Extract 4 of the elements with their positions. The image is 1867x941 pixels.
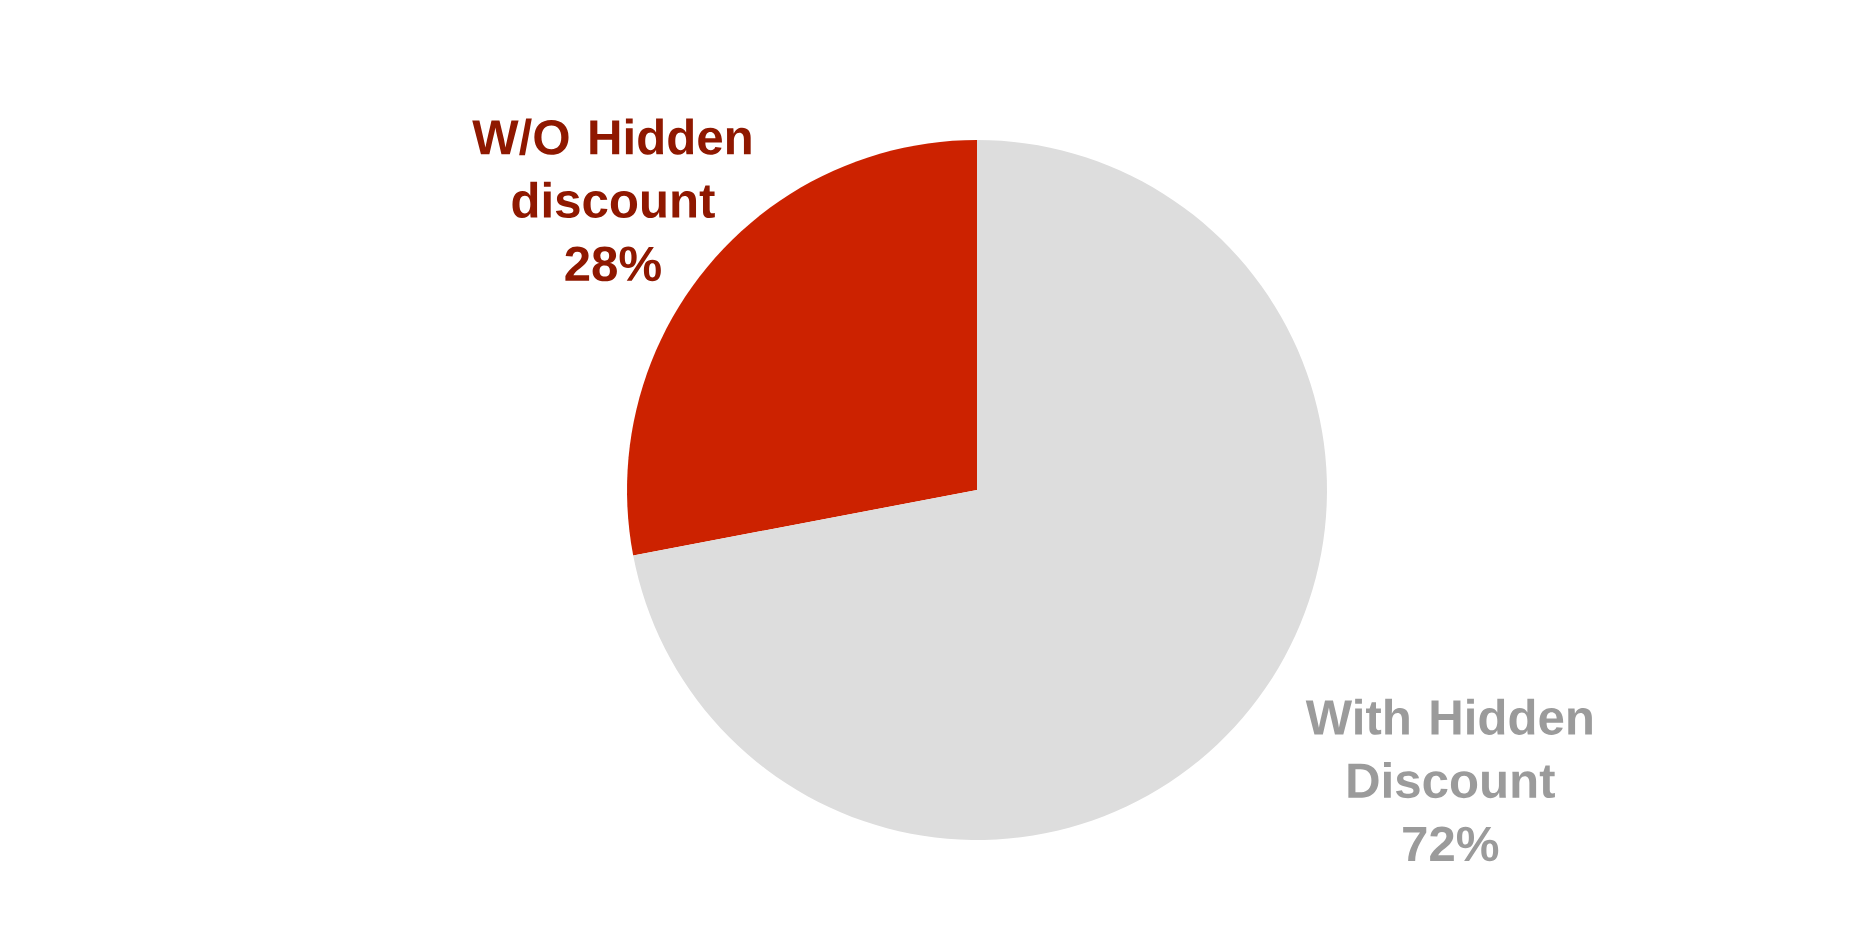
slice-label: With Hidden Discount bbox=[1305, 698, 1592, 799]
slice-label: W/O Hidden discount bbox=[472, 118, 751, 219]
data-label: 72% bbox=[1403, 826, 1499, 862]
data-label: 28% bbox=[565, 246, 661, 282]
